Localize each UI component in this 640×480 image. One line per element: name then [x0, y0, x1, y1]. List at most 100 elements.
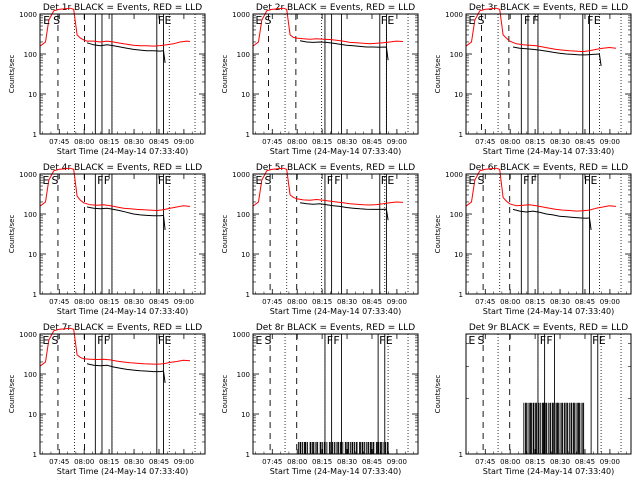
x-tick-label: 08:45 — [575, 138, 595, 146]
events-series-line — [512, 208, 592, 230]
marker-letter: S — [477, 14, 484, 27]
y-tick-label: 1 — [246, 131, 250, 139]
marker-letter: F — [546, 334, 552, 347]
marker-letter: F — [381, 14, 387, 27]
panel-title: Det 8r BLACK = Events, RED = LLD — [256, 323, 415, 333]
marker-letter: F — [584, 174, 590, 187]
marker-letter: E — [255, 174, 262, 187]
y-tick-label: 1000 — [19, 171, 37, 179]
chart-panel-3: Det 3r BLACK = Events, RED = LLD 1 10 100 10… — [434, 3, 632, 156]
y-tick-label: 1 — [33, 291, 37, 299]
x-axis-label: Start Time (24-May-14 07:33:40) — [270, 467, 401, 476]
plot-frame — [39, 333, 206, 455]
x-tick-label: 08:15 — [99, 298, 119, 306]
marker-letter: S — [264, 174, 271, 187]
marker-letter: F — [334, 174, 340, 187]
x-tick-label: 09:00 — [387, 138, 407, 146]
marker-letter: F — [327, 334, 333, 347]
events-series-line — [86, 42, 166, 63]
x-axis-label: Start Time (24-May-14 07:33:40) — [57, 467, 188, 476]
x-tick-label: 08:15 — [312, 138, 332, 146]
y-tick-label: 1000 — [445, 171, 463, 179]
x-tick-label: 08:15 — [525, 138, 545, 146]
marker-letter: F — [531, 174, 537, 187]
marker-letter: S — [264, 334, 271, 347]
marker-letter: E — [387, 174, 394, 187]
marker-letter: F — [587, 14, 593, 27]
events-series-line — [86, 206, 166, 230]
x-tick-label: 08:00 — [74, 138, 94, 146]
chart-panel-6: Det 6r BLACK = Events, RED = LLD 1 10 100 10… — [434, 163, 632, 316]
chart-panel-9: Det 9r BLACK = Events, RED = LLD 1 07:45 08… — [434, 323, 632, 476]
marker-letter: E — [42, 334, 49, 347]
marker-letter: F — [532, 14, 538, 27]
y-axis-label: Counts/sec — [8, 55, 16, 94]
y-tick-label: 10 — [241, 91, 250, 99]
y-tick-label: 10 — [454, 91, 463, 99]
x-tick-label: 07:45 — [475, 458, 495, 466]
y-tick-label: 10 — [241, 251, 250, 259]
panel-title: Det 5r BLACK = Events, RED = LLD — [256, 163, 415, 173]
plot-frame — [252, 333, 419, 455]
plot-frame — [39, 173, 206, 295]
x-tick-label: 08:45 — [362, 298, 382, 306]
x-tick-label: 08:15 — [525, 458, 545, 466]
y-tick-label: 100 — [450, 211, 463, 219]
events-series-line — [86, 363, 166, 383]
marker-letter: E — [164, 174, 171, 187]
x-tick-label: 08:30 — [550, 138, 570, 146]
plot-frame — [465, 173, 632, 295]
x-tick-label: 07:45 — [262, 458, 282, 466]
marker-letter: S — [53, 14, 60, 27]
y-tick-label: 1 — [459, 291, 463, 299]
marker-letter: E — [255, 14, 262, 27]
x-tick-label: 08:00 — [74, 298, 94, 306]
x-tick-label: 08:15 — [312, 458, 332, 466]
marker-letter: F — [97, 334, 103, 347]
x-tick-label: 09:00 — [600, 458, 620, 466]
panel-title: Det 6r BLACK = Events, RED = LLD — [469, 163, 628, 173]
x-tick-label: 08:00 — [500, 138, 520, 146]
lld-series-line — [466, 167, 617, 212]
x-tick-label: 08:15 — [525, 298, 545, 306]
x-tick-label: 08:00 — [287, 298, 307, 306]
marker-letter: F — [104, 334, 110, 347]
x-tick-label: 08:45 — [575, 298, 595, 306]
x-tick-label: 09:00 — [174, 458, 194, 466]
x-tick-label: 08:00 — [287, 138, 307, 146]
y-tick-label: 1000 — [445, 11, 463, 19]
x-tick-label: 07:45 — [262, 138, 282, 146]
y-tick-label: 1 — [33, 131, 37, 139]
x-axis-label: Start Time (24-May-14 07:33:40) — [270, 147, 401, 156]
x-axis-label: Start Time (24-May-14 07:33:40) — [270, 307, 401, 316]
events-series-line — [299, 40, 389, 61]
x-axis-label: Start Time (24-May-14 07:33:40) — [483, 147, 614, 156]
x-tick-label: 08:30 — [337, 138, 357, 146]
y-tick-label: 1 — [246, 451, 250, 459]
marker-letter: F — [327, 174, 333, 187]
marker-letter: E — [599, 334, 606, 347]
panel-title: Det 2r BLACK = Events, RED = LLD — [256, 3, 415, 13]
x-tick-label: 09:00 — [174, 298, 194, 306]
lld-series-line — [40, 7, 191, 47]
panel-title: Det 3r BLACK = Events, RED = LLD — [469, 3, 628, 13]
marker-letter: S — [477, 174, 484, 187]
x-axis-label: Start Time (24-May-14 07:33:40) — [483, 307, 614, 316]
chart-panel-2: Det 2r BLACK = Events, RED = LLD 1 10 100 10… — [221, 3, 419, 156]
y-axis-label: Counts/sec — [8, 375, 16, 414]
x-tick-label: 07:45 — [262, 298, 282, 306]
y-tick-label: 100 — [24, 51, 37, 59]
events-series-line — [299, 202, 389, 221]
x-tick-label: 09:00 — [174, 138, 194, 146]
y-tick-label: 1 — [459, 131, 463, 139]
marker-letter: S — [51, 174, 58, 187]
plot-frame — [252, 173, 419, 295]
y-tick-label: 10 — [241, 411, 250, 419]
y-tick-label: 1000 — [19, 11, 37, 19]
marker-letter: F — [333, 334, 339, 347]
x-tick-label: 07:45 — [49, 138, 69, 146]
marker-letter: F — [158, 174, 164, 187]
marker-letter: E — [387, 14, 394, 27]
x-tick-label: 08:30 — [124, 298, 144, 306]
y-tick-label: 10 — [28, 91, 37, 99]
